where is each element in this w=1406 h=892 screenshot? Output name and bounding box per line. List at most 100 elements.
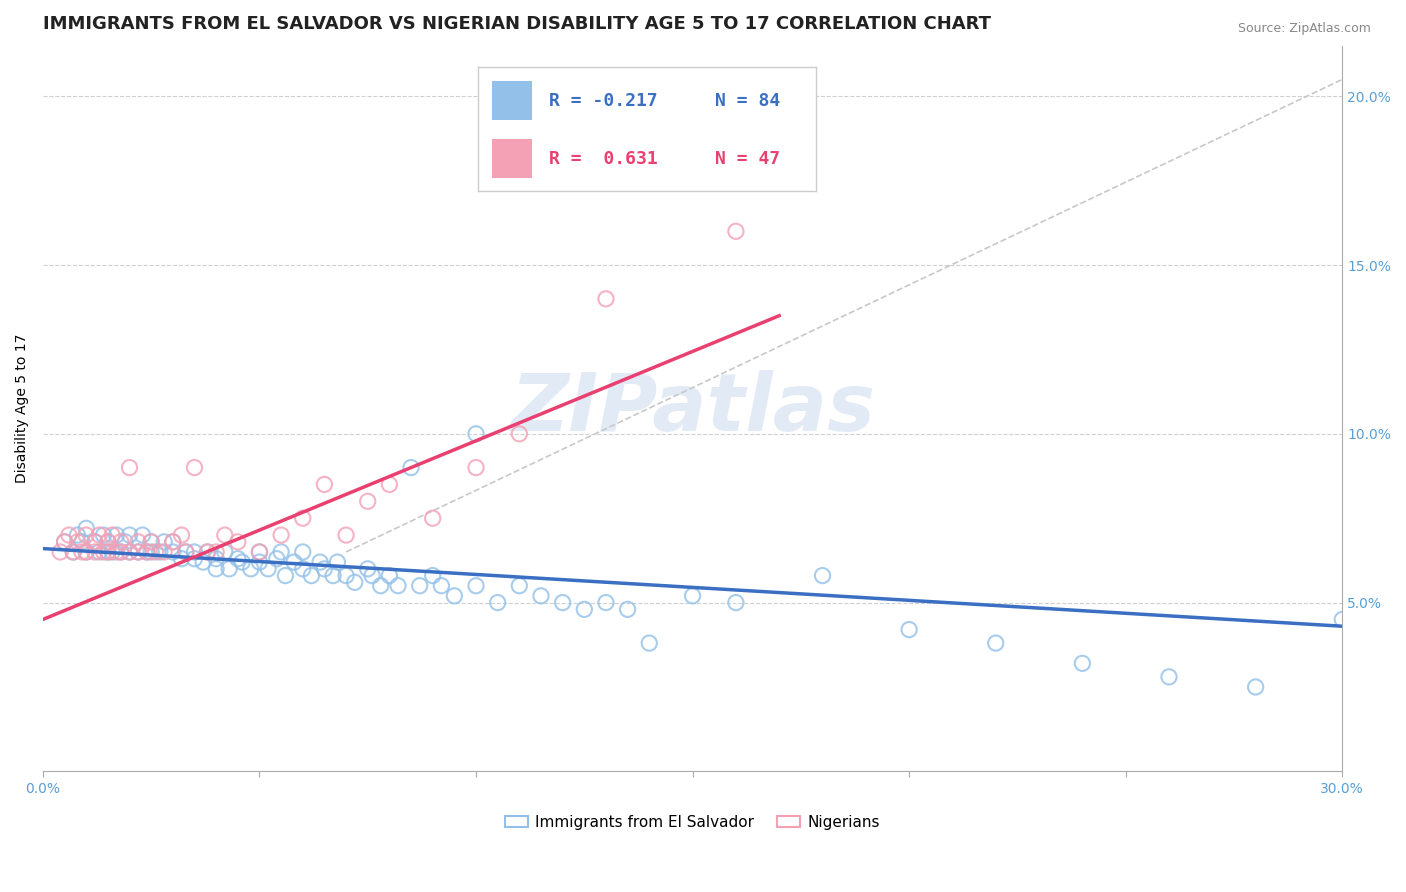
Point xyxy=(205,562,228,576)
Point xyxy=(110,545,132,559)
Text: ZIPatlas: ZIPatlas xyxy=(510,369,875,448)
Point xyxy=(465,426,488,441)
Point xyxy=(811,568,834,582)
Point xyxy=(724,596,747,610)
Point xyxy=(283,555,305,569)
Point xyxy=(135,545,157,559)
Point xyxy=(105,545,128,559)
Point xyxy=(153,545,176,559)
Point xyxy=(335,528,357,542)
Point xyxy=(127,545,149,559)
Point xyxy=(326,555,349,569)
Point xyxy=(357,494,380,508)
Point xyxy=(62,545,84,559)
Point xyxy=(357,562,380,576)
Point xyxy=(291,562,314,576)
Point xyxy=(183,460,205,475)
Point xyxy=(1244,680,1267,694)
Point xyxy=(75,545,97,559)
Point xyxy=(257,562,280,576)
Point xyxy=(183,551,205,566)
Point xyxy=(58,528,80,542)
Point xyxy=(270,528,292,542)
Point xyxy=(638,636,661,650)
Point xyxy=(218,562,240,576)
Point xyxy=(97,534,120,549)
Point xyxy=(118,528,141,542)
Point xyxy=(149,545,172,559)
Point xyxy=(422,568,444,582)
Point xyxy=(984,636,1007,650)
Point xyxy=(422,511,444,525)
Point xyxy=(214,545,236,559)
Point xyxy=(551,596,574,610)
Point xyxy=(131,528,153,542)
Point xyxy=(231,555,253,569)
Point xyxy=(114,534,136,549)
Point xyxy=(274,568,297,582)
Point xyxy=(101,545,124,559)
Point xyxy=(153,534,176,549)
Point xyxy=(141,545,163,559)
Point xyxy=(239,562,262,576)
Point xyxy=(270,545,292,559)
Point xyxy=(309,555,332,569)
Point xyxy=(595,292,617,306)
Point xyxy=(249,555,271,569)
Point xyxy=(197,545,219,559)
Point xyxy=(66,534,89,549)
Point xyxy=(93,528,115,542)
Point xyxy=(574,602,596,616)
Point xyxy=(105,528,128,542)
Point xyxy=(343,575,366,590)
Point xyxy=(409,579,432,593)
Point xyxy=(291,511,314,525)
Point xyxy=(616,602,638,616)
Point xyxy=(141,534,163,549)
Point xyxy=(291,545,314,559)
Point xyxy=(83,534,105,549)
Point xyxy=(226,551,249,566)
Point xyxy=(249,545,271,559)
Point xyxy=(314,477,336,491)
Point xyxy=(162,545,184,559)
Point xyxy=(66,528,89,542)
Y-axis label: Disability Age 5 to 17: Disability Age 5 to 17 xyxy=(15,334,30,483)
Point xyxy=(1157,670,1180,684)
Point xyxy=(322,568,344,582)
Point xyxy=(486,596,509,610)
Point xyxy=(141,534,163,549)
Point xyxy=(387,579,409,593)
Point xyxy=(118,460,141,475)
Point xyxy=(127,534,149,549)
Point xyxy=(191,555,214,569)
Point xyxy=(70,534,93,549)
Point xyxy=(174,545,197,559)
Point xyxy=(83,545,105,559)
Point xyxy=(75,528,97,542)
Point xyxy=(118,545,141,559)
Point xyxy=(378,568,401,582)
Text: IMMIGRANTS FROM EL SALVADOR VS NIGERIAN DISABILITY AGE 5 TO 17 CORRELATION CHART: IMMIGRANTS FROM EL SALVADOR VS NIGERIAN … xyxy=(44,15,991,33)
Point xyxy=(75,521,97,535)
Point xyxy=(101,528,124,542)
Point xyxy=(162,534,184,549)
Point xyxy=(214,528,236,542)
Point xyxy=(89,528,111,542)
Point xyxy=(530,589,553,603)
Point xyxy=(205,551,228,566)
Point xyxy=(682,589,704,603)
Point xyxy=(93,545,115,559)
Point xyxy=(70,545,93,559)
Point xyxy=(97,534,120,549)
Point xyxy=(183,545,205,559)
Point xyxy=(110,534,132,549)
Point xyxy=(205,545,228,559)
Point xyxy=(249,545,271,559)
Point xyxy=(162,534,184,549)
Point xyxy=(508,426,530,441)
Point xyxy=(127,545,149,559)
Point xyxy=(53,534,76,549)
Point xyxy=(314,562,336,576)
Point xyxy=(508,579,530,593)
